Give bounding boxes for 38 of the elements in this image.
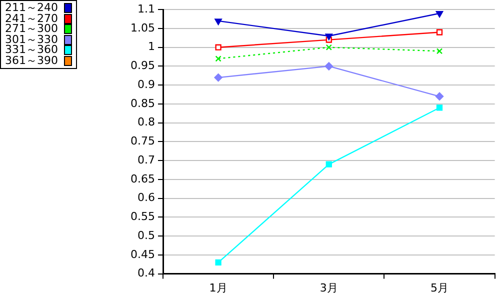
legend-label: 301～330 [5, 32, 58, 46]
legend-label: 331～360 [5, 43, 58, 56]
y-tick-label: 0.8 [138, 116, 155, 129]
point [436, 48, 443, 54]
point [435, 92, 444, 101]
y-tick-label: 1 [148, 40, 155, 54]
y-tick-label: 0.9 [138, 78, 155, 91]
y-tick-label: 0.85 [130, 96, 155, 110]
point [214, 18, 222, 26]
x-tick-label: 5月 [430, 281, 448, 294]
point [214, 73, 222, 82]
y-tick-label: 0.65 [130, 172, 155, 186]
point [436, 11, 444, 18]
point [215, 44, 222, 50]
y-tick-label: 0.45 [130, 248, 155, 261]
point [436, 29, 443, 36]
legend-label: 271～300 [5, 22, 58, 35]
y-tick-label: 0.6 [138, 191, 155, 204]
y-tick-label: 1.05 [130, 21, 155, 34]
y-tick-label: 0.5 [138, 228, 155, 242]
legend-label: 241～270 [5, 12, 58, 24]
legend-label: 211～240 [5, 1, 58, 14]
y-tick-label: 0.55 [130, 210, 155, 224]
point [324, 62, 333, 70]
y-tick-label: 0.4 [138, 266, 155, 280]
legend-label: 361～390 [5, 54, 58, 66]
x-tick-label: 1月 [209, 281, 228, 294]
point [326, 161, 332, 168]
y-tick-label: 0.75 [130, 134, 155, 148]
point [215, 56, 222, 62]
y-tick-label: 0.95 [130, 59, 155, 72]
point [215, 259, 222, 266]
x-tick-label: 3月 [320, 281, 338, 294]
point [325, 34, 333, 40]
point [326, 44, 332, 50]
point [436, 104, 443, 111]
y-tick-label: 0.7 [138, 153, 155, 166]
y-tick-label: 1.1 [138, 2, 155, 16]
